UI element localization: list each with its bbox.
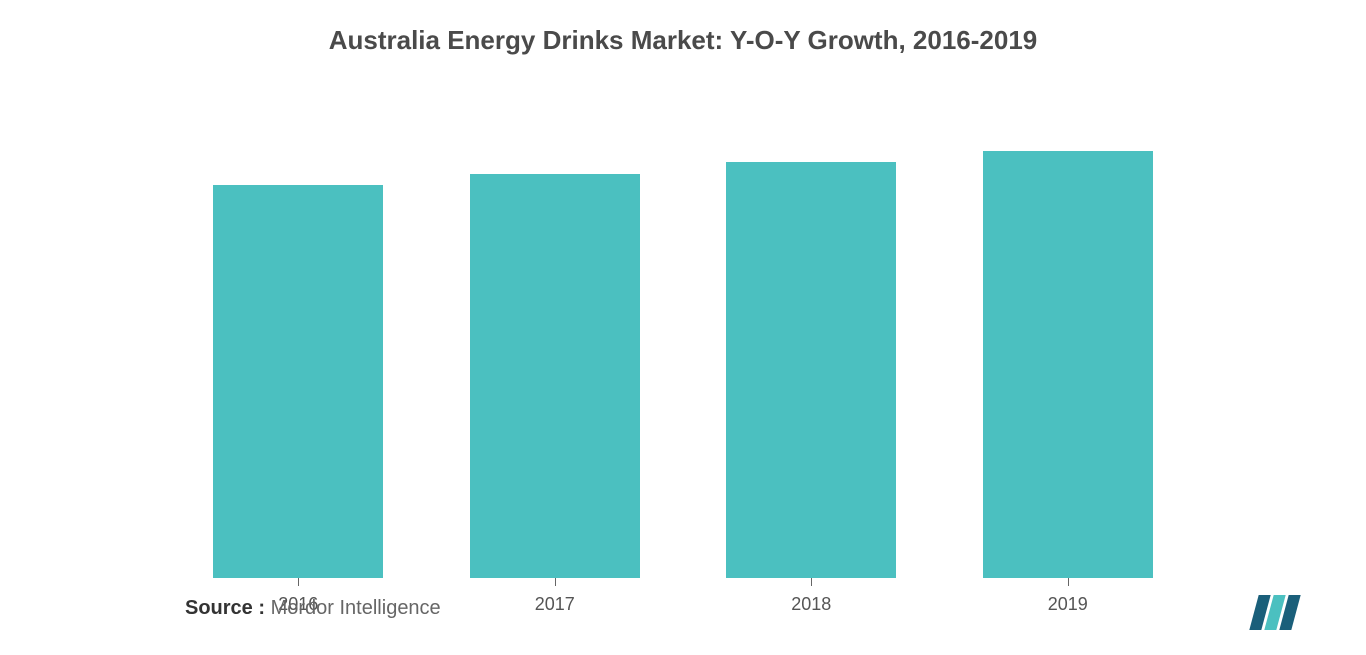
tick-mark: [555, 578, 556, 586]
bar-2017: [470, 174, 640, 578]
mordor-logo: [1254, 595, 1296, 630]
tick-mark: [811, 578, 812, 586]
tick-mark: [298, 578, 299, 586]
bar-group-2018: [713, 116, 910, 578]
bar-group-2019: [970, 116, 1167, 578]
source-attribution: Source : Mordor Intelligence: [185, 597, 441, 620]
bar-2016: [213, 185, 383, 578]
chart-area: [60, 116, 1306, 579]
chart-title: Australia Energy Drinks Market: Y-O-Y Gr…: [60, 25, 1306, 56]
bar-group-2017: [457, 116, 654, 578]
bar-2018: [726, 162, 896, 578]
chart-container: Australia Energy Drinks Market: Y-O-Y Gr…: [0, 0, 1366, 655]
x-label-2017: 2017: [457, 594, 654, 615]
source-text: Mordor Intelligence: [271, 597, 441, 619]
tick-mark: [1068, 578, 1069, 586]
source-label: Source :: [185, 597, 265, 619]
logo-bars-icon: [1254, 595, 1296, 630]
x-label-2019: 2019: [970, 594, 1167, 615]
x-label-2018: 2018: [713, 594, 910, 615]
bar-group-2016: [200, 116, 397, 578]
bar-2019: [983, 151, 1153, 578]
